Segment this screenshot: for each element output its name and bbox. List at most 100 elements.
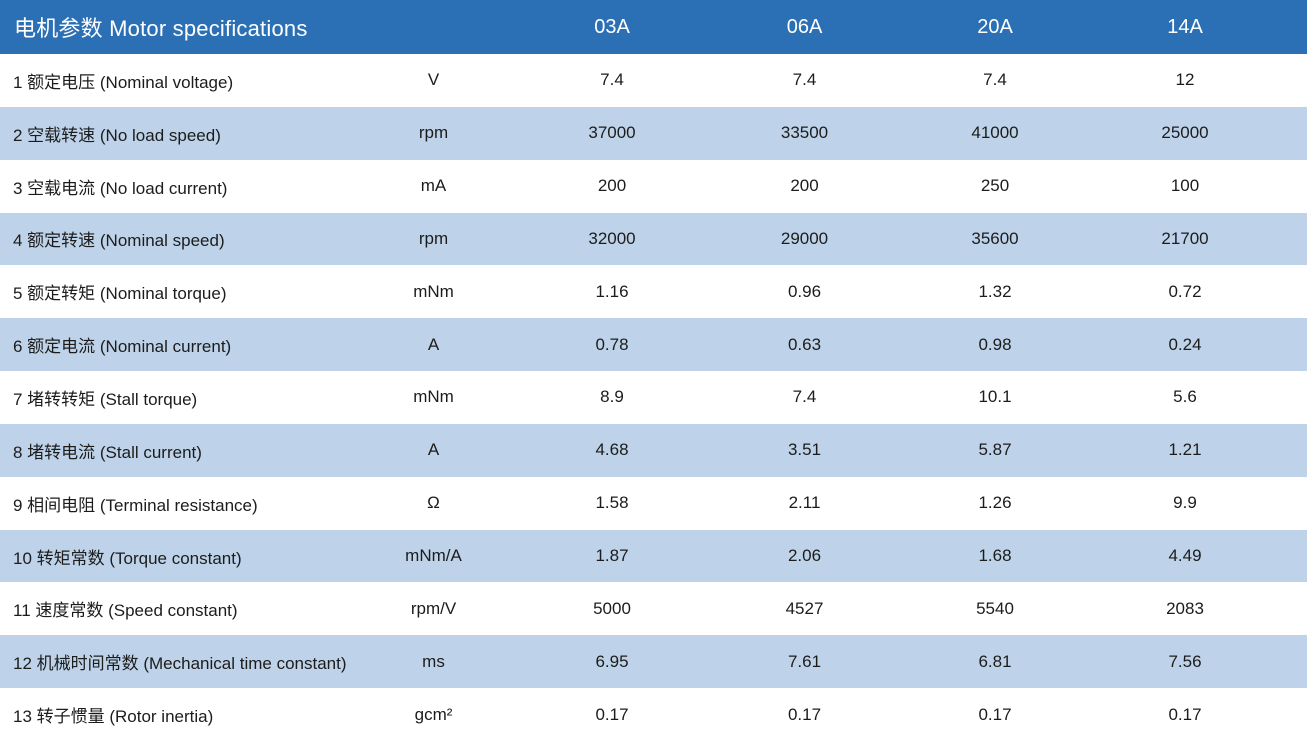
value-cell-03a: 200 (597, 176, 627, 196)
unit-cell: V (427, 70, 440, 90)
table-body: 1 额定电压 (Nominal voltage) V 7.4 7.4 7.4 1… (0, 54, 1307, 741)
table-row: 9 相间电阻 (Terminal resistance) Ω 1.58 2.11… (0, 476, 1307, 530)
value-cell-14a: 9.9 (1173, 493, 1197, 513)
column-header-14a: 14A (1167, 15, 1203, 38)
table-header-row: 电机参数 Motor specifications 03A 06A 20A 14… (0, 0, 1307, 54)
value-cell-14a: 0.72 (1168, 281, 1202, 301)
value-cell-20a: 35600 (971, 228, 1019, 248)
value-cell-03a: 0.17 (595, 704, 629, 724)
parameter-label: 4 额定转速 (Nominal speed) (13, 231, 225, 251)
unit-cell: A (427, 334, 440, 354)
value-cell-14a: 7.56 (1168, 651, 1202, 671)
value-cell-20a: 5.87 (978, 440, 1012, 460)
value-cell-20a: 250 (980, 176, 1010, 196)
parameter-label: 7 堵转转矩 (Stall torque) (13, 389, 198, 409)
value-cell-14a: 0.17 (1168, 704, 1202, 724)
value-cell-03a: 5000 (593, 598, 631, 618)
value-cell-14a: 21700 (1161, 228, 1209, 248)
table-row: 1 额定电压 (Nominal voltage) V 7.4 7.4 7.4 1… (0, 54, 1307, 107)
parameter-label: 3 空载电流 (No load current) (13, 178, 228, 198)
value-cell-06a: 0.63 (787, 334, 822, 354)
unit-cell: rpm/V (410, 598, 457, 618)
value-cell-14a: 2083 (1166, 598, 1204, 618)
value-cell-03a: 0.78 (595, 334, 629, 354)
value-cell-03a: 1.16 (595, 281, 629, 301)
column-header-03a: 03A (594, 15, 630, 38)
value-cell-06a: 3.51 (787, 440, 822, 460)
value-cell-20a: 1.32 (978, 281, 1012, 301)
unit-cell: gcm² (414, 704, 453, 724)
value-cell-03a: 1.58 (595, 493, 629, 513)
value-cell-20a: 7.4 (983, 70, 1007, 90)
value-cell-06a: 7.61 (787, 651, 822, 671)
unit-cell: mNm/A (405, 546, 462, 566)
value-cell-06a: 200 (790, 176, 819, 196)
value-cell-06a: 0.96 (787, 281, 822, 301)
table-row: 3 空载电流 (No load current) mA 200 200 250 … (0, 159, 1307, 213)
parameter-label: 11 速度常数 (Speed constant) (13, 601, 238, 621)
value-cell-20a: 10.1 (978, 387, 1012, 407)
value-cell-06a: 29000 (780, 228, 829, 248)
value-cell-20a: 0.98 (978, 334, 1012, 354)
column-header-20a: 20A (977, 15, 1013, 38)
value-cell-06a: 2.06 (787, 546, 822, 566)
table-title: 电机参数 Motor specifications (14, 16, 308, 41)
unit-cell: ms (422, 651, 445, 671)
value-cell-06a: 2.11 (788, 493, 821, 513)
value-cell-06a: 4527 (785, 598, 824, 618)
value-cell-03a: 6.95 (595, 651, 629, 671)
unit-cell: mNm (413, 387, 454, 407)
parameter-label: 13 转子惯量 (Rotor inertia) (13, 707, 214, 727)
value-cell-20a: 6.81 (978, 651, 1012, 671)
table-row: 12 机械时间常数 (Mechanical time constant) ms … (0, 635, 1307, 689)
value-cell-20a: 0.17 (978, 704, 1012, 724)
value-cell-03a: 4.68 (595, 440, 629, 460)
unit-cell: mA (420, 176, 447, 196)
parameter-label: 8 堵转电流 (Stall current) (13, 442, 202, 462)
table-row: 2 空载转速 (No load speed) rpm 37000 33500 4… (0, 106, 1307, 160)
value-cell-20a: 41000 (971, 123, 1019, 143)
unit-cell: rpm (418, 228, 449, 248)
parameter-label: 1 额定电压 (Nominal voltage) (13, 72, 234, 92)
value-cell-03a: 8.9 (600, 387, 624, 407)
value-cell-06a: 7.4 (792, 387, 817, 407)
value-cell-14a: 5.6 (1173, 387, 1197, 407)
table-row: 13 转子惯量 (Rotor inertia) gcm² 0.17 0.17 0… (0, 688, 1307, 741)
value-cell-14a: 0.24 (1168, 334, 1202, 354)
parameter-label: 2 空载转速 (No load speed) (13, 125, 221, 145)
table-row: 4 额定转速 (Nominal speed) rpm 32000 29000 3… (0, 212, 1307, 266)
value-cell-14a: 1.21 (1168, 440, 1202, 460)
parameter-label: 5 额定转矩 (Nominal torque) (13, 284, 227, 304)
table-row: 11 速度常数 (Speed constant) rpm/V 5000 4527… (0, 582, 1307, 636)
value-cell-20a: 1.26 (978, 493, 1012, 513)
value-cell-20a: 1.68 (978, 546, 1012, 566)
value-cell-06a: 0.17 (787, 704, 822, 724)
table-row: 6 额定电流 (Nominal current) A 0.78 0.63 0.9… (0, 318, 1307, 372)
table-row: 7 堵转转矩 (Stall torque) mNm 8.9 7.4 10.1 5… (0, 371, 1307, 424)
unit-cell: rpm (418, 123, 449, 143)
column-header-06a: 06A (786, 15, 823, 38)
value-cell-20a: 5540 (976, 598, 1014, 618)
table-row: 5 额定转矩 (Nominal torque) mNm 1.16 0.96 1.… (0, 265, 1307, 319)
unit-column-header (352, 0, 515, 54)
value-cell-06a: 33500 (780, 123, 829, 143)
parameter-label: 9 相间电阻 (Terminal resistance) (13, 495, 258, 515)
value-cell-14a: 12 (1175, 70, 1195, 90)
value-cell-03a: 32000 (588, 228, 636, 248)
value-cell-03a: 1.87 (595, 546, 629, 566)
unit-cell: mNm (413, 281, 454, 301)
value-cell-14a: 4.49 (1168, 546, 1202, 566)
value-cell-14a: 25000 (1161, 123, 1209, 143)
parameter-label: 6 额定电流 (Nominal current) (13, 337, 232, 357)
table-row: 8 堵转电流 (Stall current) A 4.68 3.51 5.87 … (0, 423, 1307, 477)
value-cell-03a: 37000 (588, 123, 636, 143)
value-cell-14a: 100 (1170, 176, 1200, 196)
parameter-label: 10 转矩常数 (Torque constant) (13, 548, 242, 568)
value-cell-03a: 7.4 (600, 70, 624, 90)
unit-cell: Ω (427, 493, 440, 513)
value-cell-06a: 7.4 (792, 70, 817, 90)
table-row: 10 转矩常数 (Torque constant) mNm/A 1.87 2.0… (0, 529, 1307, 583)
parameter-label: 12 机械时间常数 (Mechanical time constant) (13, 654, 347, 674)
unit-cell: A (427, 440, 440, 460)
